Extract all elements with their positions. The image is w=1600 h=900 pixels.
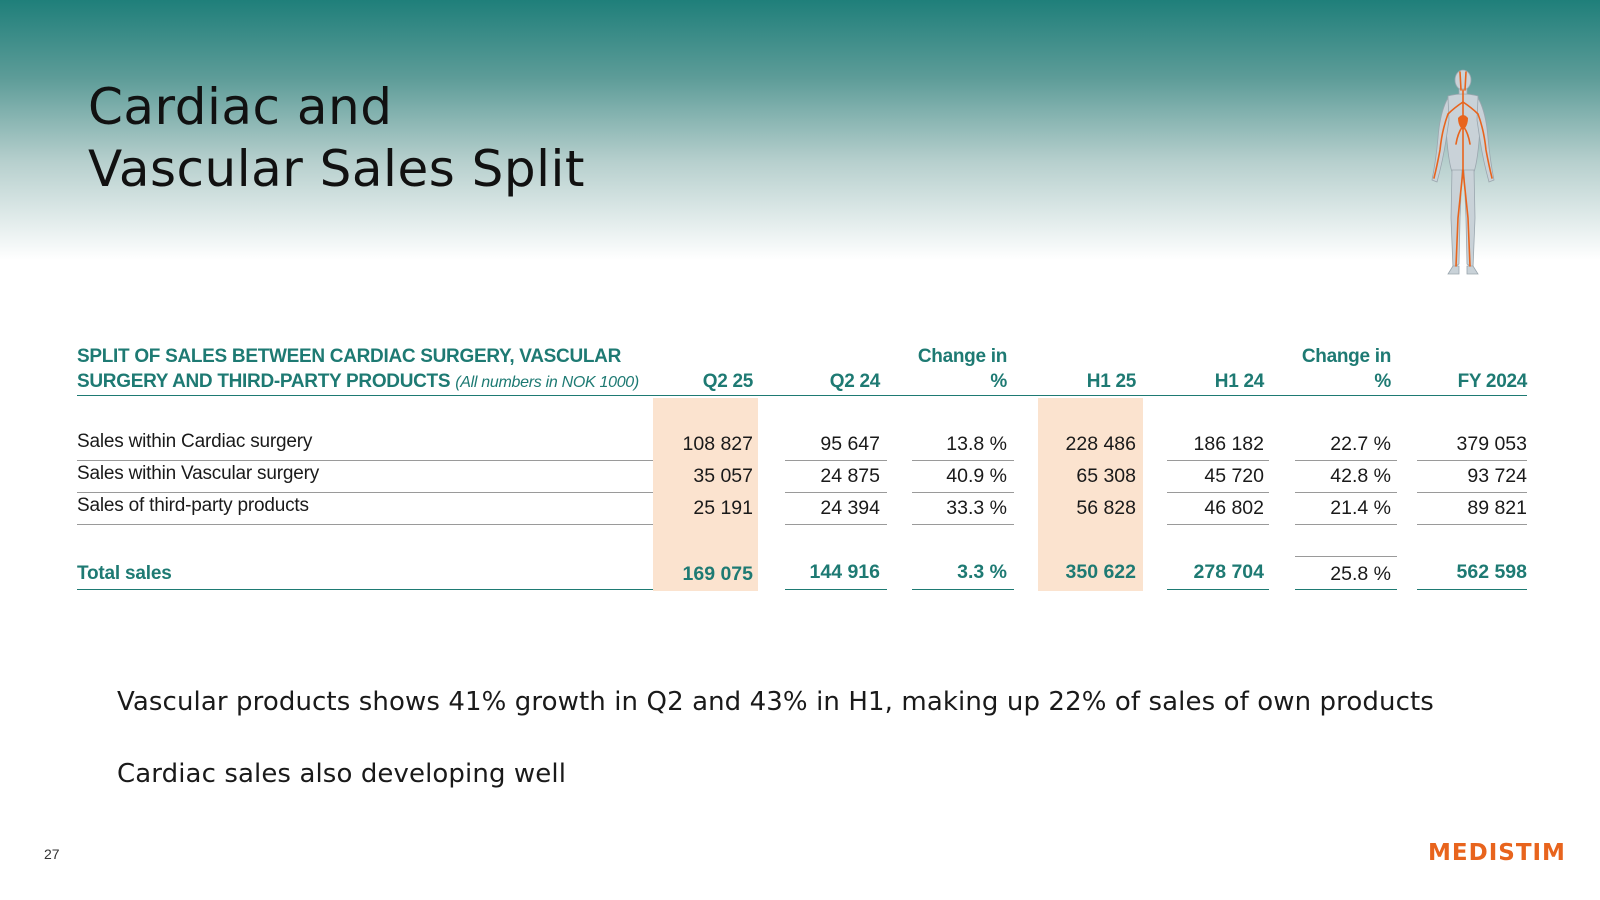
column-header-fy-2024-line-1 — [1407, 344, 1527, 369]
column-header-q2-25-line-2: Q2 25 — [702, 371, 754, 392]
cell-divider — [1417, 492, 1527, 493]
table-cell-total: 562 598 — [1456, 561, 1528, 583]
cell-divider — [1417, 460, 1527, 461]
row-label-third-party: Sales of third-party products — [77, 495, 309, 516]
column-header-h1-24-line-2: H1 24 — [1214, 371, 1265, 392]
table-cell-total: 144 916 — [809, 561, 881, 583]
column-header-h1-25: H1 25 — [1016, 344, 1137, 394]
table-cell-total: 25.8 % — [1330, 563, 1391, 585]
column-header-change-h1: Change in % — [1271, 344, 1391, 394]
table-cell-total: 278 704 — [1193, 561, 1265, 583]
total-rule — [912, 589, 1014, 590]
cell-divider — [1295, 556, 1397, 557]
table-cell: 65 308 — [1076, 465, 1136, 487]
total-rule — [1295, 589, 1397, 590]
highlight-column-h1-25 — [1038, 398, 1143, 591]
column-header-change-h1-line-2: % — [1374, 371, 1391, 392]
table-cell: 46 802 — [1204, 497, 1264, 519]
table-cell: 56 828 — [1076, 497, 1136, 519]
cell-divider — [912, 524, 1014, 525]
total-rule — [1167, 589, 1269, 590]
column-header-change-q2: Change in % — [887, 344, 1007, 394]
cell-divider — [912, 492, 1014, 493]
summary-text-cardiac: Cardiac sales also developing well — [117, 759, 567, 789]
cell-divider — [785, 460, 887, 461]
column-header-q2-24-line-1 — [760, 344, 880, 369]
table-unit-note: (All numbers in NOK 1000) — [455, 374, 639, 391]
table-cell: 35 057 — [693, 465, 753, 487]
table-cell: 24 875 — [820, 465, 880, 487]
column-header-change-h1-line-1: Change in — [1301, 346, 1391, 367]
table-cell: 25 191 — [693, 497, 753, 519]
column-header-h1-25-line-1 — [1016, 344, 1136, 369]
page-title-line-1: Cardiac and — [88, 78, 393, 136]
row-divider — [77, 460, 653, 461]
table-cell: 13.8 % — [946, 433, 1007, 455]
total-rule — [77, 589, 653, 590]
row-divider — [77, 524, 653, 525]
table-cell: 24 394 — [820, 497, 880, 519]
cell-divider — [1167, 460, 1269, 461]
cell-divider — [1417, 524, 1527, 525]
table-cell-total: 169 075 — [682, 563, 754, 585]
medistim-logo: MEDISTIM — [1428, 840, 1566, 866]
page-title: Cardiac and Vascular Sales Split — [88, 76, 585, 200]
cell-divider — [1295, 460, 1397, 461]
row-label-vascular: Sales within Vascular surgery — [77, 463, 320, 484]
table-cell: 21.4 % — [1330, 497, 1391, 519]
table-cell: 379 053 — [1456, 433, 1528, 455]
column-header-fy-2024-line-2: FY 2024 — [1457, 371, 1528, 392]
column-header-fy-2024: FY 2024 — [1407, 344, 1528, 394]
column-header-q2-25-line-1 — [653, 344, 753, 369]
total-rule — [1417, 589, 1527, 590]
column-header-q2-25: Q2 25 — [653, 344, 754, 394]
column-header-change-q2-line-2: % — [990, 371, 1007, 392]
table-cell: 93 724 — [1467, 465, 1527, 487]
table-cell: 45 720 — [1204, 465, 1264, 487]
table-cell: 228 486 — [1065, 433, 1137, 455]
cell-divider — [785, 524, 887, 525]
column-header-h1-25-line-2: H1 25 — [1086, 371, 1137, 392]
row-label-cardiac: Sales within Cardiac surgery — [77, 431, 313, 452]
cell-divider — [1295, 524, 1397, 525]
header-gradient-band — [0, 0, 1600, 260]
page-number: 27 — [44, 846, 60, 862]
column-header-q2-24: Q2 24 — [760, 344, 881, 394]
table-cell: 108 827 — [682, 433, 754, 455]
table-cell: 186 182 — [1193, 433, 1265, 455]
highlight-column-q2-25 — [653, 398, 758, 591]
cell-divider — [1167, 492, 1269, 493]
cell-divider — [1295, 492, 1397, 493]
table-cell: 42.8 % — [1330, 465, 1391, 487]
table-heading-line-1: SPLIT OF SALES BETWEEN CARDIAC SURGERY, … — [77, 346, 622, 367]
table-cell-total: 350 622 — [1065, 561, 1137, 583]
human-body-circulation-icon — [1431, 69, 1495, 275]
column-header-h1-24: H1 24 — [1144, 344, 1265, 394]
page-title-line-2: Vascular Sales Split — [88, 140, 586, 198]
table-cell: 89 821 — [1467, 497, 1527, 519]
total-rule — [785, 589, 887, 590]
table-heading-line-2: SURGERY AND THIRD-PARTY PRODUCTS (All nu… — [77, 369, 639, 395]
cell-divider — [1167, 524, 1269, 525]
table-cell: 40.9 % — [946, 465, 1007, 487]
cell-divider — [785, 492, 887, 493]
summary-text-vascular: Vascular products shows 41% growth in Q2… — [117, 687, 1434, 717]
table-heading-line-2-text: SURGERY AND THIRD-PARTY PRODUCTS — [77, 371, 451, 392]
row-label-total: Total sales — [77, 563, 172, 584]
cell-divider — [912, 460, 1014, 461]
column-header-change-q2-line-1: Change in — [917, 346, 1007, 367]
table-heading: SPLIT OF SALES BETWEEN CARDIAC SURGERY, … — [77, 344, 639, 395]
column-header-h1-24-line-1 — [1144, 344, 1264, 369]
table-cell-total: 3.3 % — [957, 561, 1007, 583]
table-cell: 22.7 % — [1330, 433, 1391, 455]
header-rule — [77, 395, 1527, 396]
table-cell: 95 647 — [820, 433, 880, 455]
table-cell: 33.3 % — [946, 497, 1007, 519]
column-header-q2-24-line-2: Q2 24 — [829, 371, 881, 392]
row-divider — [77, 492, 653, 493]
